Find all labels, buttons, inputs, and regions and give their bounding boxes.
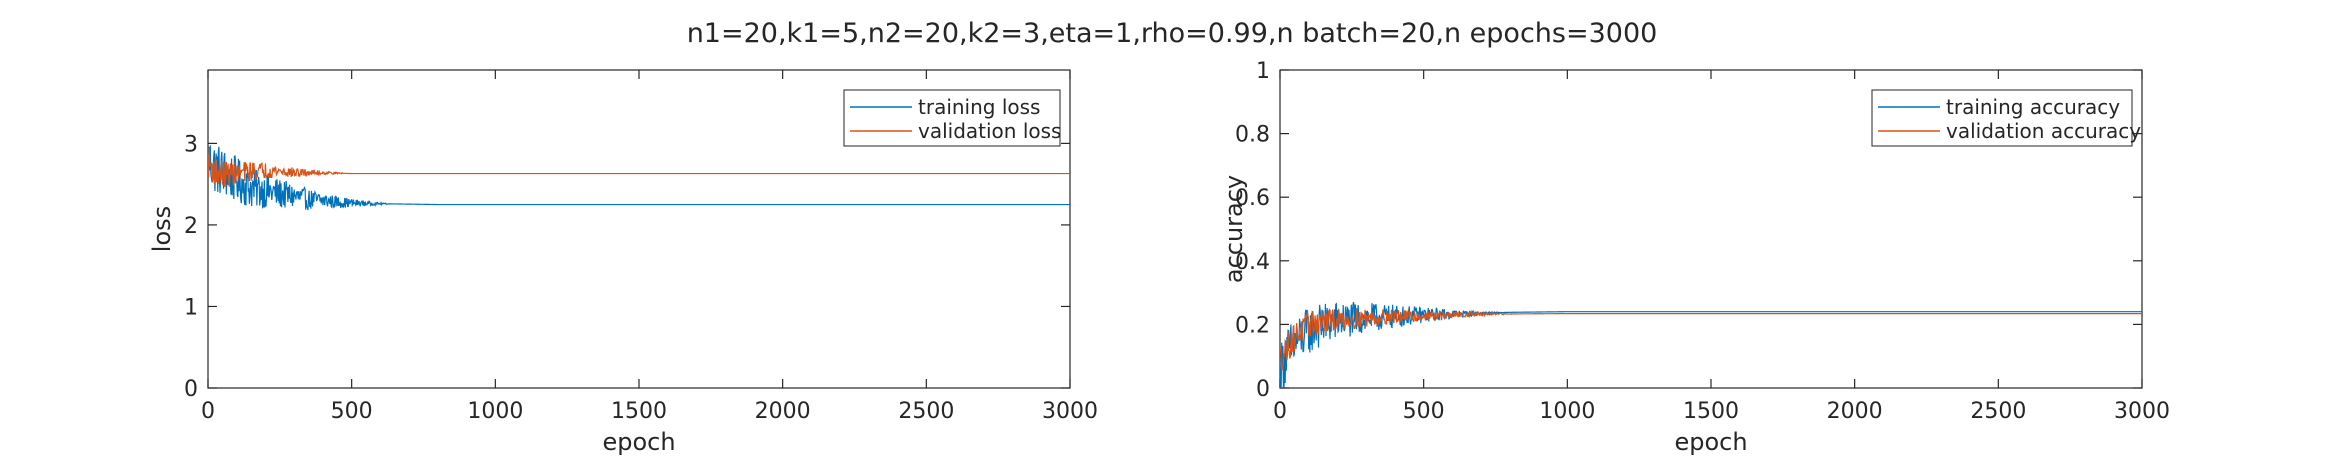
loss-x-axis-label: epoch — [602, 428, 675, 456]
loss-x-tick-label: 1000 — [467, 399, 523, 424]
loss-x-tick-label: 500 — [331, 399, 373, 424]
loss-panel: 0 500 1000 1500 2000 2500 3000 0 1 2 3 epoch loss tra… — [148, 69, 1098, 456]
loss-x-tick-label: 1500 — [611, 399, 667, 424]
accuracy-legend-label: validation accuracy — [1946, 119, 2141, 143]
loss-series-validation-loss — [208, 147, 1070, 187]
accuracy-x-tick-label: 0 — [1273, 399, 1287, 424]
figure-title: n1=20,k1=5,n2=20,k2=3,eta=1,rho=0.99,n b… — [687, 18, 1658, 49]
loss-legend-label: validation loss — [918, 119, 1061, 143]
loss-y-tick-label: 2 — [184, 214, 198, 239]
loss-legend — [843, 89, 1061, 147]
loss-y-tick-label: 0 — [184, 377, 198, 402]
accuracy-x-tick-label: 3000 — [2114, 399, 2170, 424]
accuracy-panel: 0 500 1000 1500 2000 2500 3000 0 0.2 0.4 0.6 0.8 1 ep… — [1220, 59, 2170, 456]
loss-legend-label: training loss — [918, 95, 1040, 119]
accuracy-legend — [1871, 89, 2133, 147]
accuracy-legend-label: training accuracy — [1946, 95, 2120, 119]
accuracy-x-tick-label: 500 — [1403, 399, 1445, 424]
loss-y-tick-label: 3 — [184, 132, 198, 157]
loss-y-tick-label: 1 — [184, 295, 198, 320]
accuracy-x-axis-label: epoch — [1674, 428, 1747, 456]
loss-x-tick-label: 2500 — [898, 399, 954, 424]
accuracy-y-tick-label: 1 — [1256, 59, 1270, 84]
accuracy-y-tick-label: 0.8 — [1235, 123, 1270, 148]
loss-x-tick-label: 2000 — [755, 399, 811, 424]
loss-x-tick-label: 3000 — [1042, 399, 1098, 424]
accuracy-y-axis-label: accuracy — [1220, 175, 1248, 283]
accuracy-x-tick-label: 2000 — [1827, 399, 1883, 424]
accuracy-y-tick-label: 0.6 — [1235, 186, 1270, 211]
loss-y-axis-label: loss — [148, 206, 176, 252]
accuracy-y-tick-label: 0.4 — [1235, 250, 1270, 275]
accuracy-x-tick-label: 1000 — [1539, 399, 1595, 424]
accuracy-x-tick-label: 2500 — [1970, 399, 2026, 424]
accuracy-y-tick-label: 0 — [1256, 377, 1270, 402]
accuracy-series-validation-accuracy — [1280, 308, 2142, 371]
loss-series-training-loss — [208, 145, 1070, 211]
accuracy-x-tick-label: 1500 — [1683, 399, 1739, 424]
loss-x-tick-label: 0 — [201, 399, 215, 424]
accuracy-y-tick-label: 0.2 — [1235, 313, 1270, 338]
